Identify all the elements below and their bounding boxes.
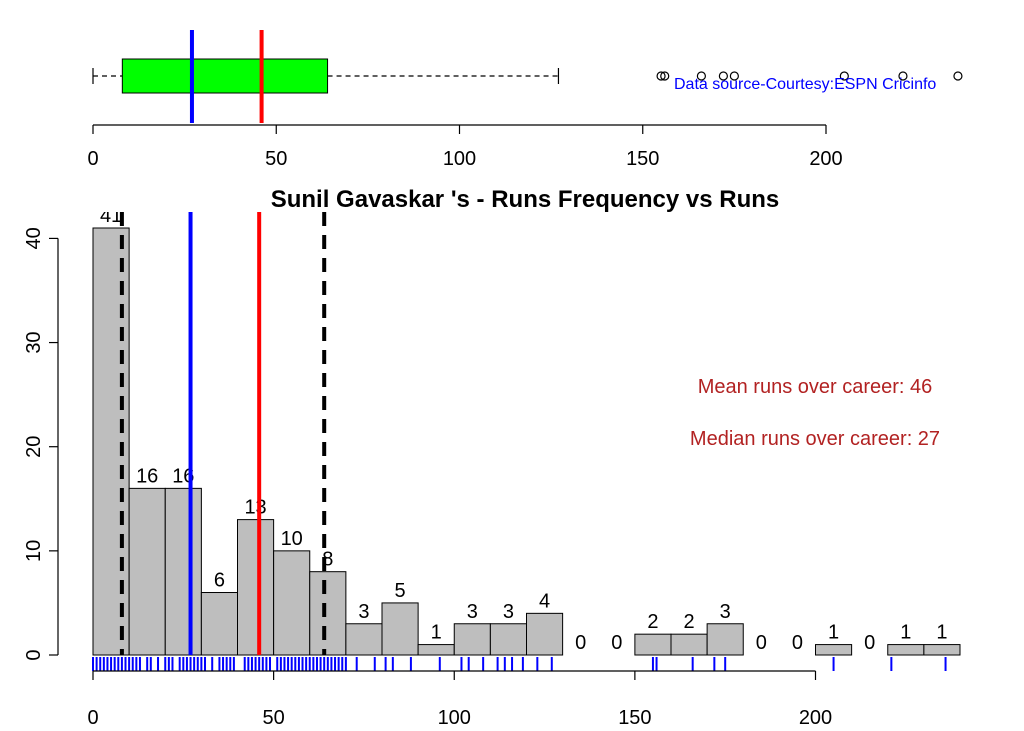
histogram-bar	[453, 623, 491, 656]
histogram-bar	[489, 623, 527, 656]
hist-y-tick-label: 30	[23, 331, 45, 353]
outlier-point	[718, 71, 728, 81]
bar-value-label: 1	[828, 622, 839, 644]
bar-value-label: 6	[214, 570, 225, 592]
hist-y-tick-label: 10	[23, 540, 45, 562]
histogram-bar	[273, 550, 311, 656]
bar-value-label: 16	[136, 465, 158, 487]
bar-value-label: 0	[756, 632, 767, 654]
median-runs-text: Median runs over career: 27	[690, 428, 940, 450]
box-x-tick-label: 0	[87, 148, 98, 170]
histogram-bar	[164, 487, 202, 656]
hist-x-tick-label: 200	[799, 707, 832, 729]
bar-value-label: 3	[358, 601, 369, 623]
outlier-point	[953, 71, 963, 81]
histogram-bar	[381, 602, 419, 656]
bar-value-label: 3	[503, 601, 514, 623]
outlier-point	[729, 71, 739, 81]
outlier-point	[839, 71, 849, 81]
histogram-bar	[345, 623, 383, 656]
bar-value-label: 0	[792, 632, 803, 654]
bar-value-label: 0	[864, 632, 875, 654]
histogram-bar	[815, 644, 853, 656]
hist-x-tick-label: 100	[438, 707, 471, 729]
box-iqr	[121, 58, 329, 94]
bar-value-label: 41	[100, 205, 122, 227]
histogram-bar	[887, 644, 925, 656]
bar-value-label: 3	[720, 601, 731, 623]
bar-value-label: 0	[575, 632, 586, 654]
histogram-bar	[200, 592, 238, 656]
box-x-tick-label: 150	[626, 148, 659, 170]
hist-x-tick-label: 0	[87, 707, 98, 729]
boxplot-panel: 0 50 100 150 200	[87, 30, 963, 170]
histogram-bar	[670, 633, 708, 656]
hist-x-tick-label: 50	[263, 707, 285, 729]
bar-value-label: 1	[431, 622, 442, 644]
box-x-tick-label: 200	[809, 148, 842, 170]
outlier-point	[696, 71, 706, 81]
box-x-tick-label: 50	[265, 148, 287, 170]
bar-value-label: 2	[647, 611, 658, 633]
box-x-tick-label: 100	[443, 148, 476, 170]
hist-y-tick-label: 0	[23, 649, 45, 660]
histogram-bar	[309, 571, 347, 656]
bar-value-label: 13	[244, 497, 266, 519]
histogram-bar	[417, 644, 455, 656]
bar-value-label: 8	[322, 549, 333, 571]
mean-runs-text: Mean runs over career: 46	[698, 376, 933, 398]
histogram-bar	[923, 644, 961, 656]
outlier-point	[660, 71, 670, 81]
hist-y-tick-label: 20	[23, 436, 45, 458]
data-source-annotation: Data source-Courtesy:ESPN Cricinfo	[674, 76, 936, 93]
histogram-bar	[706, 623, 744, 656]
outlier-point	[898, 71, 908, 81]
hist-x-tick-label: 150	[618, 707, 651, 729]
bar-value-label: 5	[395, 580, 406, 602]
outlier-point	[656, 71, 666, 81]
histogram-title: Sunil Gavaskar 's - Runs Frequency vs Ru…	[271, 186, 780, 213]
hist-y-tick-label: 40	[23, 227, 45, 249]
bar-value-label: 0	[611, 632, 622, 654]
bar-value-label: 10	[281, 528, 303, 550]
bar-value-label: 1	[936, 622, 947, 644]
histogram-bar	[634, 633, 672, 656]
bar-value-label: 1	[900, 622, 911, 644]
histogram-bar	[128, 487, 166, 656]
histogram-bar	[237, 519, 275, 656]
bar-value-label: 3	[467, 601, 478, 623]
bar-value-label: 4	[539, 590, 550, 612]
histogram-bar	[526, 612, 564, 656]
bar-value-label: 2	[684, 611, 695, 633]
